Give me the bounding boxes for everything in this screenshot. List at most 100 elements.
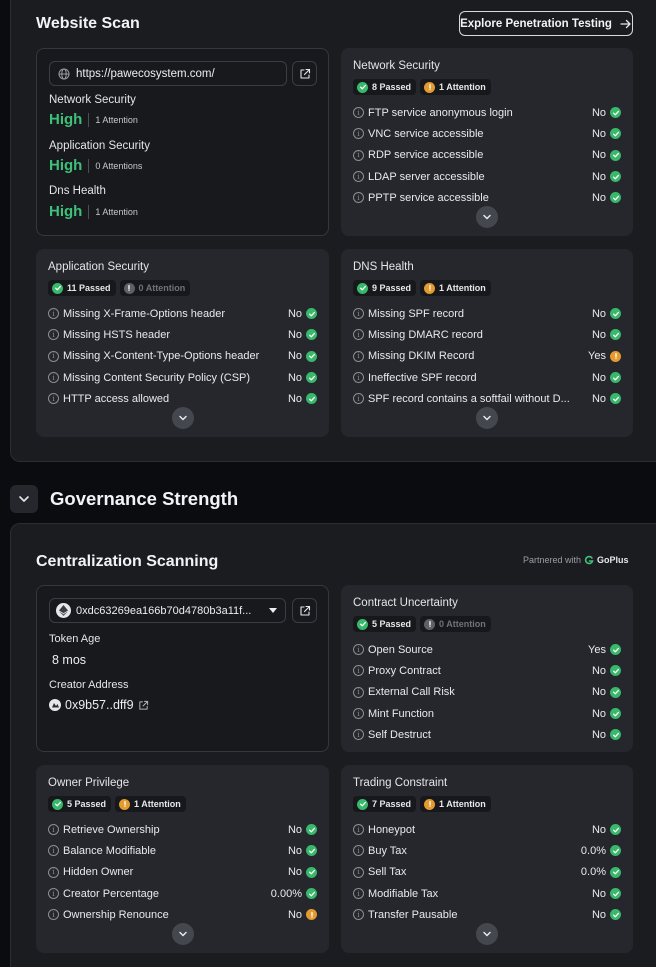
- info-icon[interactable]: i: [353, 845, 364, 857]
- attention-count: 0 Attention: [138, 283, 186, 293]
- info-icon[interactable]: i: [48, 824, 59, 836]
- check-icon: [306, 329, 317, 341]
- badge-group: 5 Passed 1 Attention: [48, 796, 186, 812]
- info-icon[interactable]: i: [48, 308, 59, 320]
- badge-group: 7 Passed 1 Attention: [353, 796, 491, 812]
- panel-title: Contract Uncertainty: [353, 597, 458, 609]
- expand-button[interactable]: [171, 407, 194, 429]
- info-icon[interactable]: i: [353, 708, 364, 720]
- chevron-down-icon: [481, 412, 493, 424]
- check-row: i Buy Tax 0.0%: [353, 840, 621, 861]
- check-row: i LDAP server accessible No: [353, 166, 621, 187]
- info-icon[interactable]: i: [353, 644, 364, 656]
- check-row: i Missing Content Security Policy (CSP) No: [48, 367, 317, 388]
- check-value: No: [592, 888, 621, 900]
- check-icon: [610, 192, 621, 204]
- attention-count: 1 Attention: [134, 799, 181, 809]
- info-icon[interactable]: i: [353, 128, 364, 140]
- website-url-field[interactable]: https://pawecosystem.com/: [49, 61, 287, 86]
- check-label: Missing SPF record: [368, 307, 464, 320]
- check-row: i Proxy Contract No: [353, 660, 621, 681]
- attention-count: 1 Attention: [439, 799, 486, 809]
- info-icon[interactable]: i: [48, 888, 59, 900]
- expand-button[interactable]: [476, 923, 498, 945]
- attention-count: 0 Attention: [439, 619, 486, 629]
- info-icon[interactable]: i: [48, 909, 59, 921]
- info-icon[interactable]: i: [353, 372, 364, 384]
- check-icon: [306, 866, 317, 878]
- check-result: No: [591, 887, 606, 900]
- info-icon[interactable]: i: [48, 845, 59, 857]
- info-icon[interactable]: i: [353, 107, 364, 119]
- check-icon: [610, 308, 621, 320]
- open-website-button[interactable]: [292, 61, 317, 86]
- check-list: i Retrieve Ownership No i Balance Modifiable…: [48, 819, 317, 925]
- check-result: No: [591, 686, 606, 699]
- check-result: No: [591, 149, 606, 162]
- check-result: No: [287, 307, 302, 320]
- passed-badge: 7 Passed: [353, 796, 417, 812]
- info-icon[interactable]: i: [353, 665, 364, 677]
- attention-badge: 0 Attention: [420, 616, 491, 632]
- info-icon[interactable]: i: [48, 866, 59, 878]
- explore-penetration-testing-button[interactable]: Explore Penetration Testing: [459, 11, 633, 36]
- governance-strength-title: Governance Strength: [50, 488, 239, 509]
- governance-collapse-button[interactable]: [10, 485, 38, 513]
- info-icon[interactable]: i: [353, 824, 364, 836]
- check-value: No: [288, 866, 317, 878]
- token-address-select[interactable]: 0xdc63269ea166b70d4780b3a11f...: [49, 598, 286, 623]
- info-icon[interactable]: i: [353, 393, 364, 405]
- check-row: i Ownership Renounce No: [48, 904, 317, 925]
- check-row: i Missing DKIM Record Yes: [353, 346, 621, 367]
- check-label: Open Source: [368, 643, 433, 656]
- check-icon: [610, 372, 621, 384]
- check-value: No: [592, 149, 621, 161]
- check-value: No: [592, 329, 621, 341]
- open-token-button[interactable]: [292, 598, 317, 623]
- check-icon: [306, 824, 317, 836]
- info-icon[interactable]: i: [48, 350, 59, 362]
- check-value: No: [592, 665, 621, 677]
- info-icon[interactable]: i: [353, 149, 364, 161]
- info-icon[interactable]: i: [353, 686, 364, 698]
- check-result: No: [287, 328, 302, 341]
- expand-button[interactable]: [476, 407, 498, 429]
- check-result: No: [287, 866, 302, 879]
- info-icon[interactable]: i: [353, 329, 364, 341]
- metric-dns-health: High 1 Attention: [49, 203, 138, 220]
- passed-count: 8 Passed: [372, 82, 412, 92]
- check-icon: [357, 798, 368, 810]
- check-icon: [610, 149, 621, 161]
- owner-privilege-panel: Owner Privilege 5 Passed 1 Attention i Retri…: [36, 765, 329, 953]
- partner-label: Partnered with GoPlus: [523, 555, 629, 565]
- check-icon: [610, 729, 621, 741]
- expand-button[interactable]: [171, 923, 194, 945]
- check-value: No: [288, 909, 317, 921]
- info-icon[interactable]: i: [353, 308, 364, 320]
- info-icon[interactable]: i: [48, 329, 59, 341]
- check-label: PPTP service accessible: [368, 191, 489, 204]
- check-row: i Missing DMARC record No: [353, 324, 621, 345]
- check-icon: [610, 393, 621, 405]
- info-icon[interactable]: i: [353, 729, 364, 741]
- exclamation-icon: [119, 798, 131, 810]
- check-label: LDAP server accessible: [368, 170, 485, 183]
- info-icon[interactable]: i: [353, 350, 364, 362]
- info-icon[interactable]: i: [353, 192, 364, 204]
- info-icon[interactable]: i: [48, 372, 59, 384]
- metric-attention: 0 Attentions: [95, 160, 143, 171]
- check-result: Yes: [588, 643, 606, 656]
- info-icon[interactable]: i: [48, 393, 59, 405]
- info-icon[interactable]: i: [353, 909, 364, 921]
- check-label: RDP service accessible: [368, 149, 484, 162]
- partner-prefix: Partnered with: [523, 555, 582, 565]
- info-icon[interactable]: i: [353, 171, 364, 183]
- expand-button[interactable]: [476, 206, 498, 228]
- check-icon: [610, 888, 621, 900]
- metric-level: High: [49, 203, 83, 220]
- check-value: Yes: [588, 644, 621, 656]
- check-icon: [306, 845, 317, 857]
- creator-address-link[interactable]: 0x9b57..dff9: [49, 698, 149, 712]
- info-icon[interactable]: i: [353, 866, 364, 878]
- info-icon[interactable]: i: [353, 888, 364, 900]
